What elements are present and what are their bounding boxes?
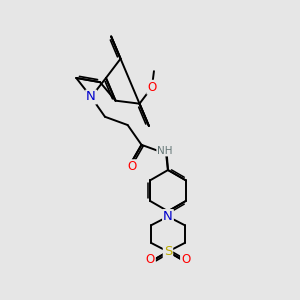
Text: O: O (146, 253, 155, 266)
Text: NH: NH (157, 146, 173, 156)
Text: S: S (164, 245, 172, 258)
Text: O: O (127, 160, 136, 173)
Text: O: O (147, 81, 157, 94)
Text: O: O (181, 253, 190, 266)
Text: N: N (86, 91, 96, 103)
Text: N: N (163, 210, 173, 223)
